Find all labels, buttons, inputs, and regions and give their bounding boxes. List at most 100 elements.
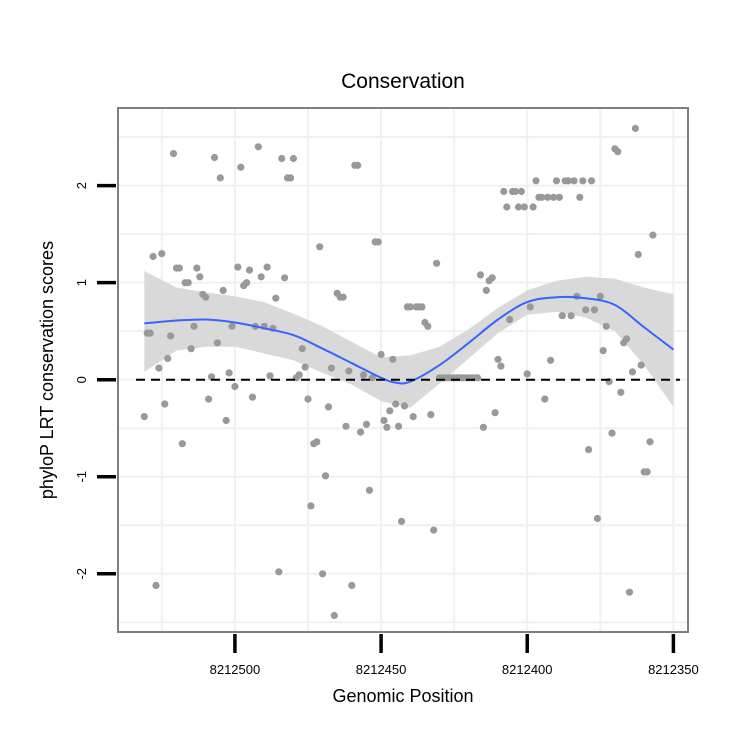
data-point <box>482 286 490 294</box>
data-point <box>225 369 233 377</box>
data-point <box>587 177 596 185</box>
data-point <box>608 429 616 437</box>
data-point <box>634 250 642 259</box>
data-point <box>289 154 297 163</box>
data-point <box>228 322 236 330</box>
y-tick-label: -2 <box>74 568 89 580</box>
data-point <box>544 193 552 201</box>
data-point <box>547 356 555 364</box>
data-point <box>596 292 604 300</box>
data-point <box>278 154 286 163</box>
data-point <box>564 177 572 185</box>
data-point <box>593 514 602 523</box>
x-axis-ticks: 8212500 8212450 8212400 8212350 <box>210 634 699 677</box>
data-point <box>517 187 526 196</box>
data-point <box>503 203 511 211</box>
data-point <box>342 422 350 430</box>
data-point <box>359 371 368 379</box>
data-point <box>158 250 166 258</box>
data-point <box>628 368 637 376</box>
x-tick-label: 8212450 <box>356 662 407 677</box>
data-point <box>321 472 330 480</box>
data-point <box>365 486 373 494</box>
data-point <box>202 293 210 301</box>
x-tick-label: 8212400 <box>502 662 553 677</box>
data-point <box>599 347 607 355</box>
data-point <box>313 438 321 446</box>
data-point <box>286 174 295 182</box>
data-point <box>275 568 283 576</box>
data-point <box>400 402 409 410</box>
data-point <box>152 581 160 590</box>
data-point <box>324 403 333 411</box>
data-point <box>140 413 148 421</box>
data-point <box>506 315 514 324</box>
data-point <box>643 468 651 476</box>
data-point <box>579 177 587 185</box>
data-point <box>245 266 254 274</box>
data-point <box>345 367 353 375</box>
data-point <box>386 407 394 415</box>
data-point <box>330 611 338 620</box>
x-tick-label: 8212350 <box>648 662 699 677</box>
data-point <box>187 345 195 353</box>
data-point <box>473 374 482 382</box>
data-point <box>307 502 315 510</box>
data-point <box>552 177 561 185</box>
data-point <box>219 286 227 294</box>
data-point <box>549 193 558 201</box>
data-point <box>488 274 496 282</box>
confidence-band <box>144 271 674 408</box>
data-point <box>529 203 537 211</box>
data-point <box>631 124 640 132</box>
y-tick-label: 2 <box>74 182 89 189</box>
data-point <box>526 303 534 311</box>
data-point <box>590 306 599 314</box>
data-point <box>207 373 216 381</box>
data-point <box>392 400 400 408</box>
data-point <box>532 177 540 185</box>
data-point <box>348 581 356 590</box>
data-point <box>617 388 625 396</box>
data-point <box>576 193 584 201</box>
data-point <box>418 303 426 311</box>
data-point <box>625 588 634 596</box>
data-point <box>263 263 271 271</box>
data-point <box>295 371 303 379</box>
data-point <box>362 420 371 428</box>
data-point <box>205 395 213 403</box>
data-point <box>164 354 172 362</box>
y-tick-label: 0 <box>74 376 89 383</box>
data-point <box>377 350 385 359</box>
data-point <box>243 279 251 287</box>
data-point <box>623 335 631 343</box>
data-point <box>248 393 257 401</box>
smooth-line-group <box>144 295 675 385</box>
data-point <box>266 372 274 380</box>
data-point <box>570 177 578 185</box>
data-points <box>140 124 657 620</box>
data-point <box>523 370 531 378</box>
data-point <box>380 416 388 425</box>
data-point <box>368 374 376 382</box>
data-point <box>558 312 566 320</box>
data-point <box>339 293 347 301</box>
data-point <box>327 364 335 372</box>
data-point <box>281 274 289 282</box>
data-point <box>155 364 163 372</box>
data-point <box>319 570 327 578</box>
x-tick-label: 8212500 <box>210 662 261 677</box>
data-point <box>357 428 365 436</box>
data-point <box>374 238 382 246</box>
data-point <box>178 440 186 448</box>
data-point <box>476 271 485 279</box>
data-point <box>520 203 528 211</box>
chart-title: Conservation <box>341 70 465 93</box>
data-point <box>406 303 414 311</box>
data-point <box>301 363 309 371</box>
data-point <box>237 163 245 171</box>
data-point <box>169 150 178 158</box>
data-point <box>210 153 219 162</box>
data-point <box>514 203 523 211</box>
data-point <box>424 322 432 330</box>
